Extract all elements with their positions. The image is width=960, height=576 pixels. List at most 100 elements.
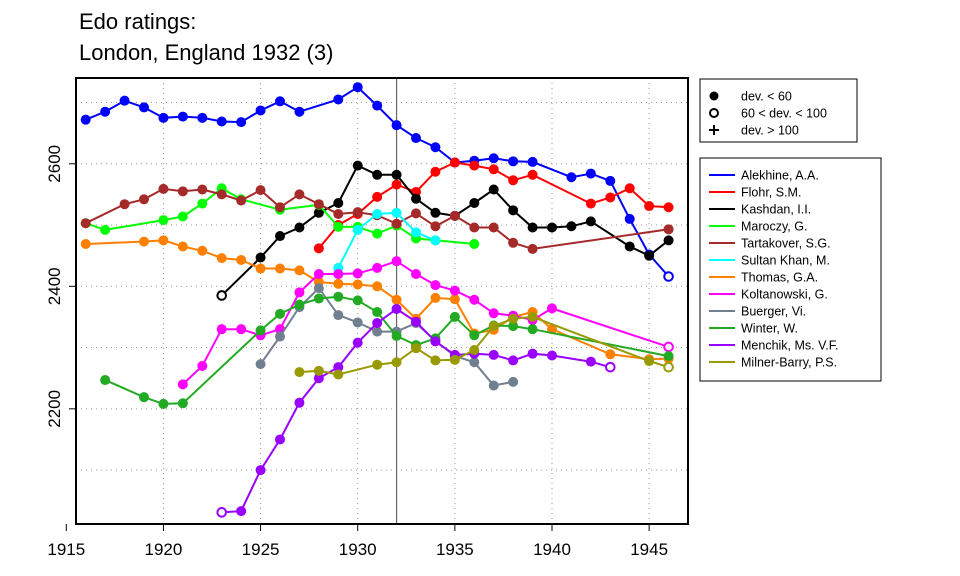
grid-lines — [76, 78, 688, 524]
data-point — [585, 168, 596, 179]
data-point — [430, 355, 441, 366]
data-point — [663, 224, 674, 235]
data-point — [508, 313, 519, 324]
data-point — [275, 263, 285, 274]
data-point — [469, 197, 480, 208]
data-point — [488, 184, 499, 195]
data-point — [275, 308, 285, 319]
data-point — [527, 156, 538, 167]
data-point — [313, 243, 324, 254]
data-point — [216, 253, 227, 264]
data-point — [216, 324, 227, 335]
series-line — [182, 260, 669, 386]
data-point — [391, 218, 402, 229]
series-line — [85, 85, 670, 278]
data-point — [352, 337, 363, 348]
data-point — [139, 392, 149, 403]
data-point — [372, 209, 383, 220]
data-point — [313, 293, 324, 304]
data-point — [411, 193, 421, 204]
x-tick-label: 1915 — [47, 540, 85, 559]
data-point — [391, 120, 402, 131]
data-point — [177, 379, 188, 390]
data-point — [527, 348, 538, 359]
data-point — [236, 506, 247, 517]
data-point — [624, 213, 635, 224]
data-point — [372, 359, 383, 370]
data-point — [352, 160, 363, 171]
data-point — [527, 169, 538, 180]
data-point — [197, 184, 208, 195]
data-point — [430, 166, 441, 177]
data-point — [158, 183, 169, 194]
data-point — [411, 343, 421, 354]
x-tick-label: 1930 — [339, 540, 377, 559]
series-line — [104, 295, 669, 405]
data-point — [547, 350, 557, 361]
data-point — [508, 156, 519, 167]
data-point — [527, 243, 538, 254]
data-point-open — [663, 271, 674, 282]
data-point-open — [216, 507, 228, 518]
data-point — [119, 199, 130, 210]
data-point — [158, 112, 169, 123]
data-point — [663, 235, 674, 246]
y-tick-label: 2400 — [45, 267, 64, 305]
data-point — [449, 157, 460, 168]
data-point — [469, 345, 480, 356]
data-point — [469, 239, 480, 250]
data-point — [644, 250, 655, 261]
data-point — [333, 209, 344, 220]
x-tick-label: 1935 — [436, 540, 474, 559]
data-point — [255, 252, 266, 263]
data-point — [508, 321, 519, 332]
data-point — [119, 95, 130, 106]
legend-entry-thomas-g-a: Thomas, G.A. — [741, 271, 818, 285]
data-point — [644, 356, 655, 367]
data-point — [197, 198, 208, 209]
data-point — [352, 82, 363, 93]
data-point — [333, 94, 344, 105]
legend-entry-maroczy-g: Maroczy, G. — [741, 220, 807, 234]
axes: 1915 1920 1925 1930 1935 1940 1945 2200 2400 2600 — [45, 145, 668, 559]
data-point — [430, 142, 441, 153]
data-point — [527, 222, 538, 233]
data-point — [449, 354, 460, 365]
data-point — [294, 299, 305, 310]
data-point — [352, 279, 363, 290]
series-milner-barry-p-s — [294, 311, 674, 380]
series-sultan-khan-m — [333, 207, 441, 273]
data-point — [294, 222, 305, 233]
open-circle-icon — [709, 108, 719, 118]
x-tick-label: 1925 — [242, 540, 280, 559]
data-point — [333, 362, 344, 373]
data-point — [177, 211, 188, 222]
data-point — [488, 164, 499, 175]
legend-entry-kashdan-i-i: Kashdan, I.I. — [741, 203, 811, 217]
data-point — [177, 398, 188, 409]
data-point — [372, 100, 383, 111]
data-point — [411, 133, 421, 144]
data-point — [100, 224, 111, 235]
data-point — [391, 357, 402, 368]
data-point — [508, 205, 519, 216]
data-point — [275, 231, 285, 242]
data-point — [352, 295, 363, 306]
data-point — [177, 111, 188, 122]
data-point — [449, 210, 460, 221]
data-point — [391, 303, 402, 314]
marker-legend-label: 60 < dev. < 100 — [741, 107, 827, 121]
series-line — [221, 164, 670, 297]
data-point — [294, 367, 305, 378]
data-point — [624, 241, 635, 252]
marker-legend-label: dev. > 100 — [741, 124, 799, 138]
data-point — [663, 351, 674, 362]
x-tick-label: 1940 — [533, 540, 571, 559]
data-point — [605, 175, 616, 186]
data-point — [275, 202, 285, 213]
series-line — [337, 211, 436, 269]
data-point-open — [604, 361, 616, 373]
marker-legend-box — [699, 78, 858, 143]
data-point — [372, 281, 383, 292]
data-point — [294, 287, 305, 298]
